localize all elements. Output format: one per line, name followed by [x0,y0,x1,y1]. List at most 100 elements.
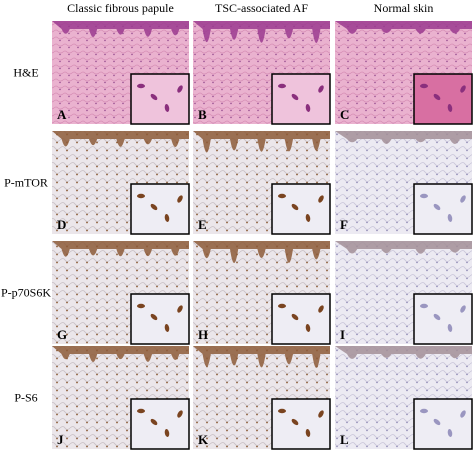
inset [130,73,190,125]
cell [460,85,466,93]
panel: D [52,131,190,235]
panel-letter: H [198,327,208,342]
inset [413,73,473,125]
epidermis [335,346,472,359]
cell [164,324,170,332]
panel: A [52,21,190,125]
inset [271,398,331,450]
cell [433,93,441,101]
cell [164,214,170,222]
column-header: Normal skin [374,1,434,15]
panel: J [52,346,190,450]
cell [137,408,145,414]
column-header: TSC-associated AF [215,1,308,15]
cell [150,93,158,101]
cell [305,214,311,222]
cell [137,193,145,199]
inset [130,293,190,345]
inset [130,398,190,450]
panel-letter: K [198,432,209,447]
cell [278,408,286,414]
cell [305,104,311,112]
cell [278,303,286,309]
panel: E [193,131,331,235]
cell [164,429,170,437]
cell [137,83,145,89]
cell [150,313,158,321]
cell [164,104,170,112]
panel: G [52,241,190,345]
cell [460,305,466,313]
panel-letter: E [198,217,207,232]
panel-letter: B [198,107,207,122]
inset [271,293,331,345]
cell [420,408,428,414]
panel-letter: F [340,217,348,232]
cell [447,429,453,437]
panel: C [335,21,473,125]
epidermis [193,131,330,153]
panel-letter: J [57,432,64,447]
cell [291,418,299,426]
panel-letter: G [57,327,67,342]
inset [413,293,473,345]
epidermis [52,131,189,147]
epidermis [193,21,330,43]
cell [433,203,441,211]
cell [150,418,158,426]
cell [177,410,183,418]
column-header: Classic fibrous papule [67,1,174,15]
epidermis [52,21,189,37]
row-label: P-S6 [14,391,37,405]
cell [278,83,286,89]
cell [318,410,324,418]
panel-letter: C [340,107,349,122]
inset [130,183,190,235]
cell [177,85,183,93]
cell [305,429,311,437]
panel-letter: I [340,327,345,342]
panel: B [193,21,331,125]
cell [460,410,466,418]
epidermis [193,241,330,263]
cell [177,305,183,313]
panel: H [193,241,331,345]
cell [420,193,428,199]
panel-letter: L [340,432,349,447]
panel: F [335,131,473,235]
cell [150,203,158,211]
cell [137,303,145,309]
row-label: P-p70S6K [1,286,51,300]
cell [318,85,324,93]
row-label: H&E [13,66,38,80]
epidermis [52,241,189,257]
row-label: P-mTOR [4,176,48,190]
cell [291,203,299,211]
epidermis [335,241,472,254]
cell [460,195,466,203]
cell [278,193,286,199]
cell [420,83,428,89]
epidermis [335,131,472,144]
panel: I [335,241,473,345]
cell [318,195,324,203]
panel: K [193,346,331,450]
epidermis [193,346,330,368]
cell [318,305,324,313]
panel-letter: D [57,217,66,232]
cell [291,313,299,321]
inset [413,398,473,450]
inset [271,183,331,235]
cell [291,93,299,101]
cell [447,324,453,332]
cell [433,418,441,426]
cell [447,214,453,222]
cell [433,313,441,321]
cell [447,104,453,112]
panel-letter: A [57,107,67,122]
inset [271,73,331,125]
epidermis [335,21,472,34]
cell [420,303,428,309]
panel: L [335,346,473,450]
